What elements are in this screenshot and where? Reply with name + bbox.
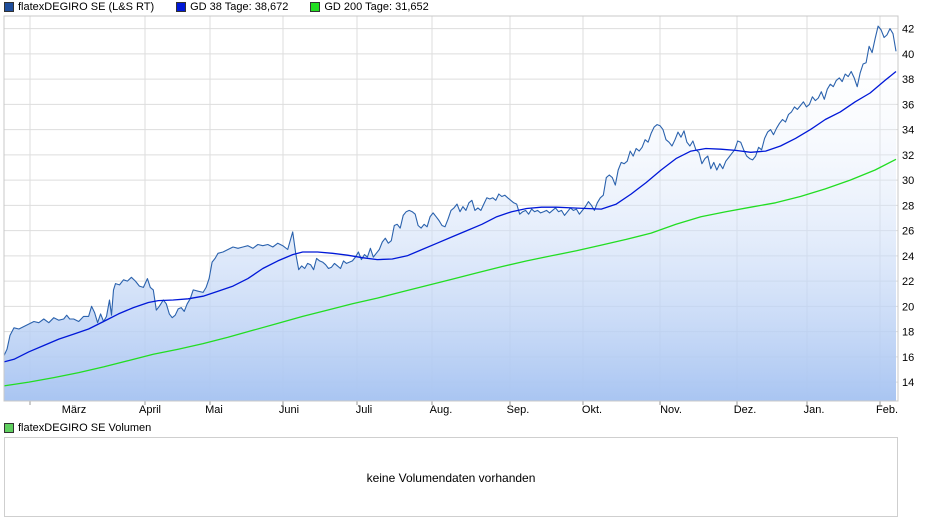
legend-item-price: flatexDEGIRO SE (L&S RT)	[4, 1, 154, 13]
legend-item-gd200: GD 200 Tage: 31,652	[310, 1, 429, 13]
gd38-line	[3, 70, 897, 363]
y-tick-label: 34	[902, 125, 914, 137]
volume-legend: flatexDEGIRO SE Volumen	[4, 422, 151, 434]
x-tick-label: Juni	[279, 404, 299, 416]
legend-label-gd200: GD 200 Tage: 31,652	[324, 1, 429, 13]
y-tick-label: 24	[902, 251, 914, 263]
gd200-line	[3, 158, 897, 387]
price-line	[3, 25, 897, 356]
x-tick-label: Mai	[205, 404, 223, 416]
x-tick-label: Aug.	[430, 404, 453, 416]
y-tick-label: 40	[902, 49, 914, 61]
legend-swatch-price	[4, 2, 14, 12]
legend-swatch-gd200	[310, 2, 321, 12]
y-tick-label: 28	[902, 200, 914, 212]
legend-swatch-volume	[4, 423, 14, 433]
x-tick-label: Jan.	[804, 404, 825, 416]
y-tick-label: 30	[902, 175, 914, 187]
y-tick-label: 18	[902, 327, 914, 339]
y-tick-label: 42	[902, 24, 914, 36]
volume-panel: keine Volumendaten vorhanden	[4, 437, 898, 517]
y-axis-labels: 14 16 18 20 22 24 26 28 30 32 34 36 38 40 42	[902, 24, 914, 389]
series-lines-layer	[3, 25, 897, 387]
price-chart: 14 16 18 20 22 24 26 28 30 32 34 36 38 40 42 März April…	[3, 15, 914, 416]
y-tick-label: 32	[902, 150, 914, 162]
x-tick-label: Nov.	[660, 404, 682, 416]
x-tick-label: Feb.	[876, 404, 898, 416]
x-tick-label: Juli	[356, 404, 373, 416]
y-tick-label: 36	[902, 99, 914, 111]
y-tick-label: 22	[902, 276, 914, 288]
y-tick-label: 38	[902, 74, 914, 86]
legend-label-gd38: GD 38 Tage: 38,672	[190, 1, 289, 13]
legend-swatch-gd38	[176, 2, 187, 12]
x-tick-label: April	[139, 404, 161, 416]
x-tick-label: Dez.	[734, 404, 757, 416]
x-tick-label: Sep.	[507, 404, 530, 416]
legend-item-gd38: GD 38 Tage: 38,672	[176, 1, 288, 13]
legend-label-price: flatexDEGIRO SE (L&S RT)	[18, 1, 155, 13]
x-tick-label: März	[62, 404, 86, 416]
y-tick-label: 14	[902, 377, 914, 389]
y-tick-label: 20	[902, 301, 914, 313]
y-tick-label: 16	[902, 352, 914, 364]
chart-legend: flatexDEGIRO SE (L&S RT) GD 38 Tage: 38,…	[4, 0, 451, 14]
x-axis-labels: März April Mai Juni Juli Aug. Sep. Okt. Nov. Dez.…	[62, 404, 898, 416]
plot-frame	[3, 15, 899, 402]
y-tick-label: 26	[902, 226, 914, 238]
volume-empty-message: keine Volumendaten vorhanden	[366, 471, 536, 485]
volume-legend-label: flatexDEGIRO SE Volumen	[18, 422, 152, 434]
x-tick-label: Okt.	[582, 404, 602, 416]
